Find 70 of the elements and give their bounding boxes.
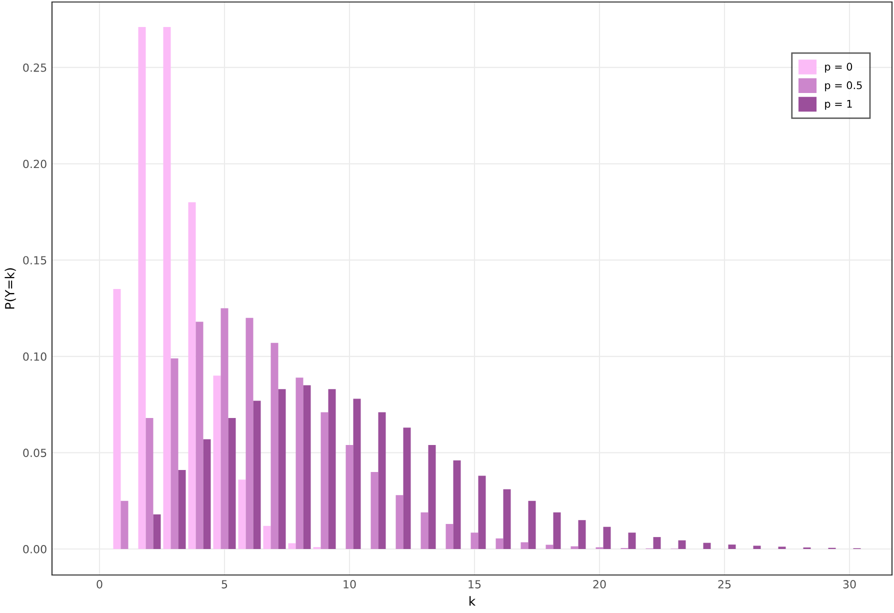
bar <box>163 27 171 549</box>
bar <box>553 512 561 549</box>
y-tick-label: 0.10 <box>23 352 46 361</box>
bar <box>346 444 354 549</box>
bar <box>303 385 311 549</box>
bar <box>178 470 186 549</box>
bar <box>628 532 636 549</box>
bar <box>153 514 161 549</box>
bar <box>138 27 146 549</box>
y-axis-title: P(Y=k) <box>4 268 16 309</box>
bar <box>570 546 578 549</box>
bar <box>320 412 328 549</box>
legend-label: p = 1 <box>825 100 852 110</box>
bar <box>170 358 178 549</box>
bar <box>203 439 211 549</box>
bar <box>213 376 221 549</box>
bar <box>420 512 428 549</box>
bar <box>578 520 586 549</box>
y-tick-label: 0.25 <box>23 63 46 72</box>
bar <box>678 540 686 549</box>
x-tick-label: 25 <box>718 580 731 588</box>
x-axis-title: k <box>470 596 476 606</box>
bar <box>278 389 286 549</box>
bar <box>496 538 504 549</box>
bar <box>113 288 121 549</box>
bar <box>396 495 404 549</box>
bar <box>246 318 254 549</box>
bar <box>253 400 261 549</box>
bar <box>653 537 661 549</box>
bar <box>728 544 736 549</box>
bar <box>270 342 278 549</box>
bar <box>478 476 486 549</box>
bar <box>603 526 611 549</box>
legend-label: p = 0.5 <box>825 81 862 92</box>
bar <box>263 526 271 549</box>
x-tick-label: 0 <box>96 580 102 588</box>
bar <box>703 542 711 549</box>
y-tick-label: 0.05 <box>23 448 46 458</box>
bar <box>520 542 528 549</box>
bar <box>528 500 536 549</box>
bar <box>403 428 411 549</box>
bar <box>296 378 304 549</box>
bar <box>120 500 128 549</box>
bar <box>453 460 461 549</box>
bar <box>546 544 554 549</box>
bar <box>370 472 378 549</box>
bar <box>428 444 436 549</box>
y-tick-label: 0.15 <box>23 256 46 264</box>
y-tick-label: 0.20 <box>23 160 46 168</box>
bar <box>188 202 196 549</box>
x-tick-label: 10 <box>344 580 356 588</box>
bar <box>228 418 236 549</box>
bar <box>503 489 511 549</box>
bar <box>378 412 386 549</box>
x-tick-label: 30 <box>843 580 856 588</box>
y-tick-label: 0.00 <box>23 544 46 554</box>
bar <box>446 524 454 549</box>
bar <box>288 543 296 549</box>
bar <box>238 480 246 549</box>
x-tick-label: 20 <box>593 580 606 588</box>
bar <box>753 546 761 549</box>
bar <box>328 389 336 549</box>
bar <box>196 322 204 549</box>
bar <box>470 532 478 549</box>
x-tick-label: 15 <box>468 580 481 588</box>
bar <box>146 418 154 549</box>
legend-label: p = 0 <box>825 62 852 73</box>
bar <box>353 398 361 549</box>
x-tick-label: 5 <box>222 580 228 588</box>
bar <box>220 308 228 549</box>
